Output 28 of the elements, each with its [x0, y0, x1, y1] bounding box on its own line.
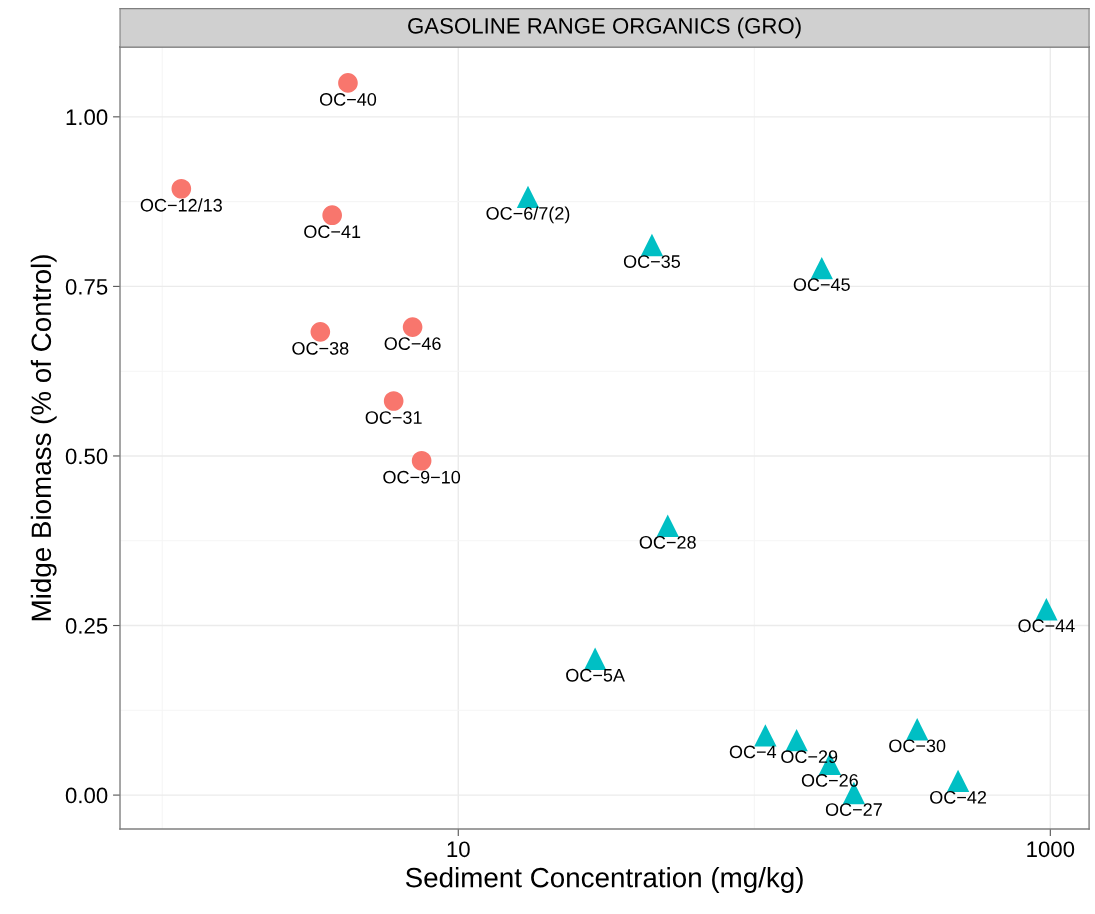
chart-title: GASOLINE RANGE ORGANICS (GRO): [408, 17, 801, 39]
y-tick-label: 0.00: [65, 787, 108, 804]
annotation: OC−27: [825, 803, 882, 816]
y-axis-title: Midge Biomass (% of Control): [30, 255, 57, 621]
annotation: OC−26: [801, 774, 858, 787]
annotation: OC−35: [623, 255, 681, 268]
x-tick-label: 10: [447, 841, 470, 858]
annotation: OC−5A: [566, 668, 625, 682]
annotation: OC−30: [889, 739, 946, 753]
y-tick-label: 0.50: [65, 448, 108, 465]
annotation: OC−42: [930, 790, 987, 804]
y-tick-label: 0.75: [65, 278, 108, 295]
y-tick-label: 0.25: [65, 618, 108, 634]
annotation: OC−44: [1018, 619, 1075, 633]
annotation: OC−45: [793, 278, 850, 291]
annotation: OC−12/13: [140, 198, 222, 212]
annotation: OC−6/7(2): [486, 206, 570, 224]
annotation: OC−31: [365, 411, 422, 424]
x-axis-title: Sediment Concentration (mg/kg): [405, 867, 803, 893]
x-tick-label: 1000: [1027, 841, 1075, 858]
annotation: OC−4: [729, 745, 777, 759]
annotation: OC−38: [292, 341, 349, 355]
annotation: OC−9−10: [383, 470, 461, 484]
y-tick-label: 1.00: [66, 109, 108, 126]
annotation: OC−28: [639, 535, 696, 549]
annotation: OC−41: [304, 225, 361, 239]
annotation: OC−46: [384, 337, 441, 350]
annotation: OC−40: [319, 93, 377, 106]
